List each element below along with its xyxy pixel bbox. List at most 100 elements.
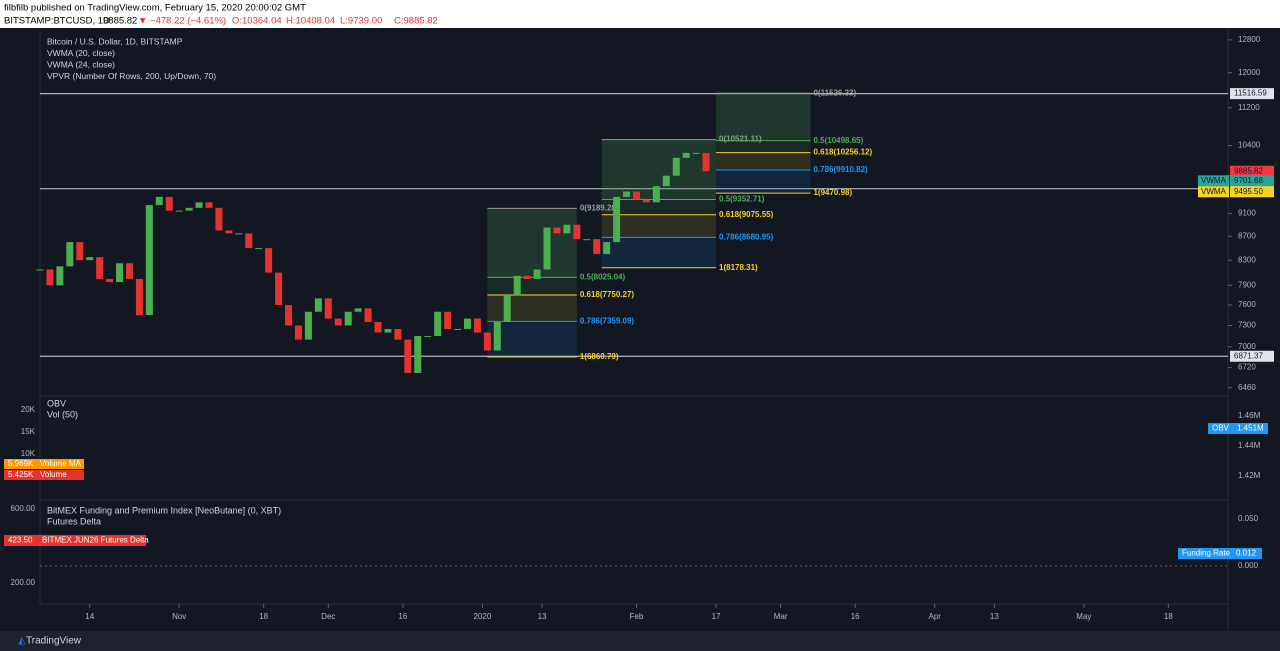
candle [662, 175, 670, 187]
footer-bg [0, 631, 1280, 651]
last-price: 9885.82 [103, 16, 137, 27]
y-tick-label: 12000 [1238, 68, 1261, 77]
candle [702, 152, 710, 172]
candle [473, 318, 481, 333]
tag-value: 1.451M [1237, 424, 1264, 433]
level-label: 6871.37 [1234, 351, 1263, 360]
ohlc-value: H:10408.04 [286, 16, 335, 27]
y-tick-label: 7600 [1238, 300, 1256, 309]
candle [493, 322, 501, 351]
candle [324, 298, 332, 319]
candle [205, 202, 213, 208]
y-tick-label: 0.050 [1238, 514, 1259, 523]
legend-entry: VWMA (20, close) [47, 48, 115, 58]
panel-title: OBV [47, 398, 66, 408]
fib-zone [487, 321, 577, 358]
fib-zone [601, 214, 717, 238]
x-tick-label: Apr [929, 612, 942, 621]
candle [553, 227, 561, 234]
tag-bg [4, 535, 146, 546]
ohlc-value: O:10364.04 [232, 16, 282, 27]
fib-label: 0.5(10498.65) [813, 136, 863, 145]
tag-name: OBV [1212, 424, 1230, 433]
ohlc: O:10364.04 H:10408.04 L:9739.00 C:9885.82 [232, 16, 438, 27]
candle [384, 328, 392, 333]
tag-name: Volume [40, 470, 67, 479]
fib-label: 0.618(9075.55) [719, 210, 774, 219]
tag-bg [4, 459, 84, 469]
candle [125, 263, 133, 279]
candle [195, 202, 203, 208]
candle [692, 152, 700, 154]
x-tick-label: 13 [538, 612, 547, 621]
price-tag [1230, 186, 1274, 198]
candle [304, 311, 312, 340]
x-tick-label: 18 [1164, 612, 1173, 621]
y-tick-label: 200.00 [11, 578, 36, 587]
tag-name: VWMA [1201, 187, 1227, 196]
candle [255, 248, 263, 250]
level-tag [1230, 350, 1274, 362]
panel-subtitle: Futures Delta [47, 516, 101, 526]
tag-name: Funding Rate [1182, 549, 1231, 558]
tag-value: 5.425K [8, 470, 34, 479]
candle [573, 224, 581, 240]
panel-subtitle: Vol (50) [47, 409, 78, 419]
candle [454, 328, 462, 330]
y-tick-label: 8700 [1238, 231, 1256, 240]
candle [682, 152, 690, 158]
x-tick-label: 16 [851, 612, 860, 621]
chart: 1280012000112001040098009100870083007900… [4, 35, 1274, 621]
candle [404, 339, 412, 373]
fib-label: 0.786(9910.82) [813, 165, 868, 174]
y-tick-label: 1.46M [1238, 411, 1261, 420]
candle [175, 210, 183, 212]
price-tag-label: 9701.68 [1234, 176, 1263, 185]
symbol: BITSTAMP:BTCUSD, 1D [4, 16, 110, 27]
fib-label: 0(11526.33) [813, 88, 856, 97]
candle [36, 269, 44, 271]
x-tick-label: 13 [990, 612, 999, 621]
tag-name: Volume MA [40, 459, 82, 468]
tag-name: BITMEX JUN26 Futures Delta [42, 536, 149, 545]
candle [135, 278, 143, 316]
candle [66, 242, 74, 267]
candle [523, 275, 531, 279]
price-tag-label: 9885.82 [1234, 166, 1263, 175]
candle [225, 230, 233, 234]
fib-label: 1(8178.31) [719, 263, 758, 272]
legend-entry: VWMA (24, close) [47, 59, 115, 69]
candle [265, 248, 273, 273]
x-tick-label: Nov [172, 612, 186, 621]
tag-bg [1178, 548, 1262, 559]
candle [285, 305, 293, 326]
candle [424, 336, 432, 338]
fib-label: 0.786(7359.09) [580, 316, 635, 325]
y-tick-label: 10400 [1238, 141, 1261, 150]
candle [145, 205, 153, 316]
tag-name-bg [1198, 175, 1229, 187]
fib-label: 0.5(8025.04) [580, 272, 626, 281]
y-tick-label: 7900 [1238, 280, 1256, 289]
ohlc-value: C:9885.82 [394, 16, 438, 27]
candle [613, 196, 621, 243]
candle [344, 311, 352, 326]
candle [354, 308, 362, 312]
candle [314, 298, 322, 312]
candle [96, 257, 104, 279]
change: ▼ −478.22 (−4.61%) [138, 16, 226, 27]
tag-value: 423.50 [8, 536, 33, 545]
y-tick-label: 6720 [1238, 363, 1256, 372]
fib-zone [487, 208, 577, 278]
candle [583, 239, 591, 241]
candle [503, 295, 511, 323]
fib-zone [716, 169, 811, 194]
candle [106, 278, 114, 283]
candle [334, 318, 342, 326]
fib-label: 0.618(7750.27) [580, 290, 635, 299]
tag-bg [4, 470, 84, 480]
candle [235, 233, 243, 235]
footer-logo: ◭ [18, 636, 26, 647]
y-tick-label: 7000 [1238, 342, 1256, 351]
y-tick-label: 20K [21, 405, 36, 414]
